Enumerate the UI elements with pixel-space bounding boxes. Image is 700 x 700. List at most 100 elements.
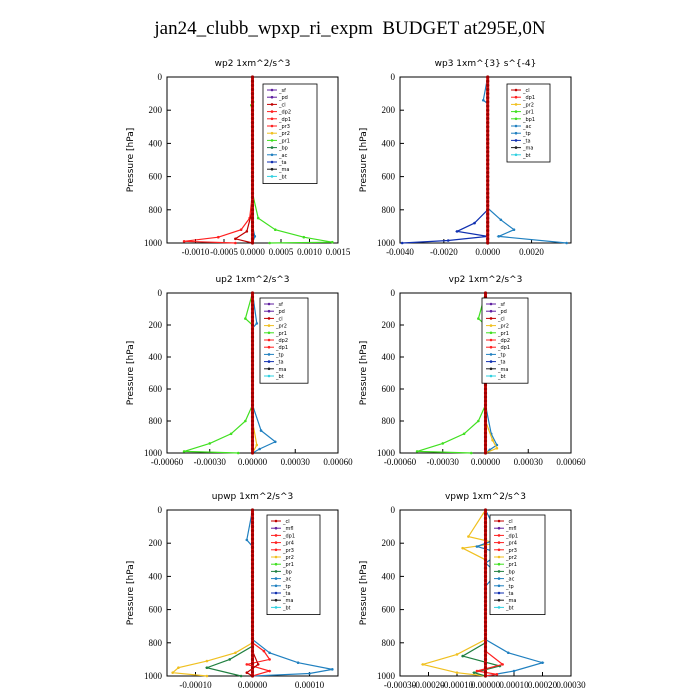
data-point: [245, 663, 249, 666]
zero-profile-marker: [486, 129, 490, 133]
zero-profile-marker: [486, 191, 490, 195]
chart-panel-4: vp2 1xm^2/s^3 Pressure [hPa] 0 200 400 600 800…: [359, 275, 586, 467]
legend-entry: _sf: [497, 302, 505, 308]
x-tick-label: -0.0020: [430, 247, 458, 257]
data-point: [331, 668, 334, 671]
y-tick-label: 600: [382, 384, 396, 394]
x-tick-label: 0.00020: [528, 680, 558, 690]
legend-entry: _ma: [497, 367, 508, 373]
legend-marker: [497, 598, 501, 602]
legend-marker: [274, 584, 278, 588]
zero-profile-marker: [250, 383, 255, 387]
y-axis-label: Pressure [hPa]: [359, 561, 369, 626]
data-point: [205, 666, 209, 669]
legend-marker: [514, 88, 518, 92]
data-point: [441, 442, 445, 445]
series-line-pr3: [246, 510, 272, 677]
data-point: [262, 649, 266, 653]
data-point: [171, 671, 174, 674]
zero-profile-marker: [250, 616, 255, 620]
legend-entry: _pr2: [497, 324, 509, 330]
y-tick-label: 1000: [144, 448, 163, 458]
y-tick-label: 800: [382, 638, 396, 648]
data-point: [259, 429, 263, 432]
zero-profile-marker: [250, 371, 255, 375]
data-point: [268, 651, 271, 655]
data-point: [497, 235, 500, 238]
legend-marker: [274, 534, 278, 537]
zero-profile-marker: [483, 628, 488, 632]
x-tick-label: -0.0005: [210, 247, 238, 257]
zero-profile-marker: [250, 195, 255, 199]
legend-marker: [514, 103, 518, 106]
zero-profile-marker: [483, 537, 488, 541]
zero-profile-marker: [486, 141, 490, 145]
legend-marker: [497, 606, 501, 609]
legend-marker: [497, 584, 501, 588]
legend-entry: _pr3: [282, 548, 294, 554]
zero-profile-marker: [250, 291, 255, 295]
zero-profile-marker: [483, 558, 488, 562]
zero-profile-marker: [483, 291, 488, 295]
zero-profile-marker: [250, 335, 255, 339]
legend-entry: _pr4: [282, 541, 294, 547]
zero-profile-marker: [250, 145, 255, 150]
zero-profile-marker: [250, 451, 255, 455]
series-line-dp1: [183, 292, 254, 454]
zero-profile-marker: [250, 415, 255, 419]
y-tick-label: 600: [149, 605, 163, 615]
zero-profile-marker: [250, 533, 255, 537]
zero-profile-marker: [250, 599, 255, 603]
legend-marker: [267, 374, 271, 378]
data-point: [239, 228, 243, 232]
legend-entry: _pr1: [497, 331, 509, 337]
zero-profile-marker: [483, 403, 488, 407]
legend-marker: [489, 331, 493, 335]
zero-profile-marker: [250, 407, 255, 411]
legend-entry: _pr2: [278, 131, 290, 137]
x-tick-label: 0.00000: [471, 680, 501, 690]
legend-marker: [514, 146, 518, 149]
y-tick-label: 400: [382, 352, 396, 362]
zero-profile-marker: [250, 549, 255, 554]
zero-profile-marker: [250, 435, 255, 439]
zero-profile-marker: [486, 108, 490, 112]
data-point: [268, 669, 271, 673]
zero-profile-marker: [486, 228, 490, 233]
zero-profile-marker: [250, 541, 255, 545]
legend-marker: [274, 548, 278, 552]
zero-profile-marker: [250, 359, 255, 363]
legend-entry: _mfl: [282, 526, 294, 532]
y-tick-label: 200: [149, 538, 163, 548]
zero-profile-marker: [250, 443, 255, 447]
zero-profile-marker: [250, 620, 255, 624]
zero-profile-marker: [250, 423, 255, 427]
zero-profile-marker: [250, 179, 255, 183]
zero-profile-marker: [250, 666, 255, 670]
zero-profile-marker: [486, 150, 490, 154]
zero-profile-marker: [250, 363, 255, 367]
zero-profile-marker: [483, 447, 488, 451]
x-tick-label: -0.0010: [182, 247, 210, 257]
zero-profile-marker: [250, 367, 255, 371]
y-axis-label: Pressure [hPa]: [359, 128, 369, 193]
zero-profile-marker: [250, 137, 255, 141]
legend-entry: _ac: [282, 577, 292, 583]
legend-marker: [497, 534, 501, 537]
legend-marker: [489, 309, 493, 313]
x-tick-label: 0.00010: [499, 680, 529, 690]
data-point: [274, 228, 277, 232]
zero-profile-marker: [250, 554, 255, 558]
y-tick-label: 200: [149, 320, 163, 330]
zero-profile-marker: [250, 419, 255, 423]
legend-entry: _pr2: [275, 324, 287, 330]
zero-profile-marker: [250, 303, 255, 307]
zero-profile-marker: [483, 407, 488, 411]
legend-marker: [267, 345, 271, 349]
zero-profile-marker: [483, 427, 488, 431]
data-point: [229, 432, 233, 436]
legend-entry: _bp: [278, 146, 288, 152]
zero-profile-marker: [483, 587, 488, 591]
zero-profile-marker: [250, 323, 255, 327]
data-point: [541, 661, 544, 665]
